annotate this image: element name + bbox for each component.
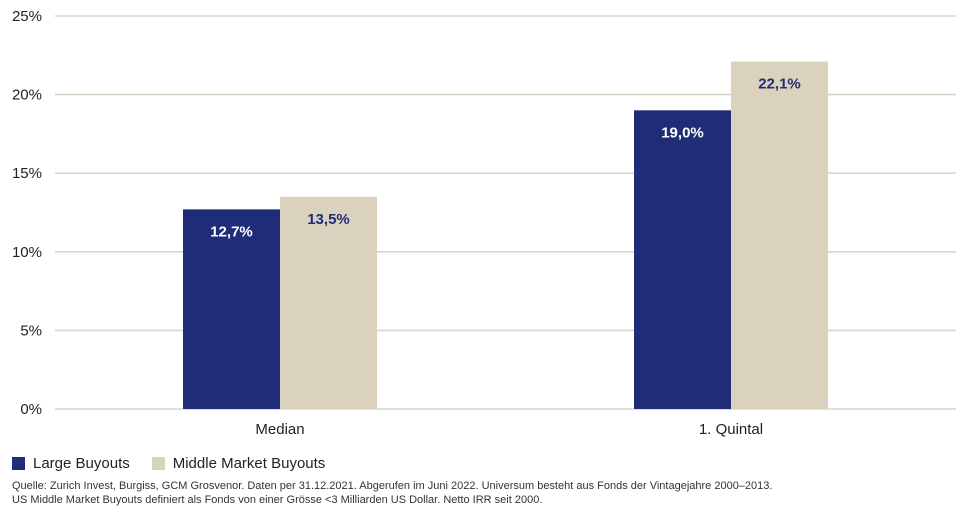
x-tick-label: Median [255,421,304,438]
legend-swatch-middle-market-buyouts [151,457,165,470]
y-tick-label: 5% [20,322,42,339]
legend-item-middle-market-buyouts: Middle Market Buyouts [151,455,326,472]
bar-chart: 0% 5% 10% 15% 20% 25% 12,7% 13,5% Median 19,0% 22,… [12,8,956,438]
y-tick-label: 15% [12,165,42,182]
bar [280,196,377,409]
legend-item-large-buyouts: Large Buyouts [12,455,130,472]
y-tick-label: 10% [12,244,42,261]
data-label: 13,5% [307,211,350,228]
data-label: 12,7% [210,223,253,240]
footnote-line-1: Quelle: Zurich Invest, Burgiss, GCM Gros… [12,480,773,492]
legend-label-middle-market-buyouts: Middle Market Buyouts [172,455,326,472]
data-label: 22,1% [758,76,801,93]
bar [731,61,828,409]
y-tick-label: 25% [12,8,42,25]
data-label: 19,0% [661,124,704,141]
footnote-line-2: US Middle Market Buyouts definiert als F… [12,494,543,506]
legend: Large Buyouts Middle Market Buyouts [12,455,347,472]
y-tick-label: 20% [12,87,42,104]
source-footnote: Quelle: Zurich Invest, Burgiss, GCM Gros… [12,479,772,507]
y-tick-label: 0% [20,401,42,418]
x-tick-label: 1. Quintal [699,421,763,438]
bar [634,110,731,409]
legend-swatch-large-buyouts [12,457,25,470]
bar [183,209,280,409]
legend-label-large-buyouts: Large Buyouts [33,455,130,472]
